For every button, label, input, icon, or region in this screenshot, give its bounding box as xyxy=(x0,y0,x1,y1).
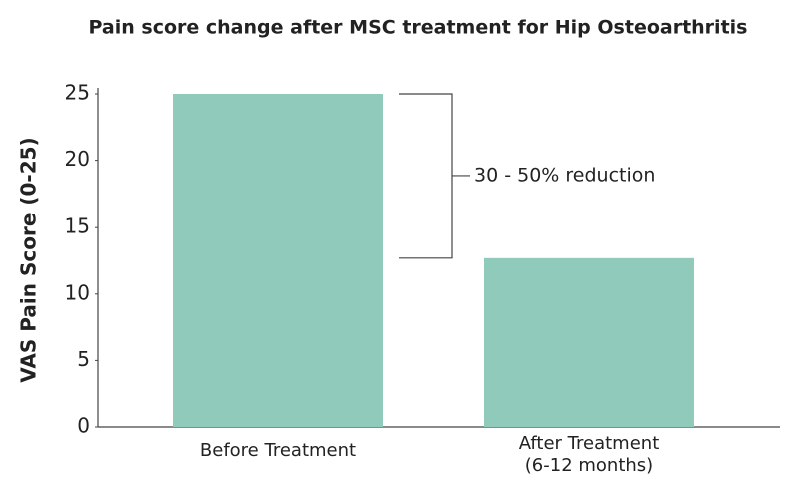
chart-title: Pain score change after MSC treatment fo… xyxy=(89,17,748,39)
y-tick-label: 15 xyxy=(65,214,90,238)
bar xyxy=(173,94,383,427)
y-axis-label: VAS Pain Score (0-25) xyxy=(17,137,41,382)
y-tick-label: 0 xyxy=(77,414,90,438)
y-tick-label: 10 xyxy=(65,280,90,304)
y-tick-label: 5 xyxy=(77,347,90,371)
x-tick-label: Before Treatment xyxy=(200,440,356,461)
y-tick-label: 25 xyxy=(65,81,90,105)
x-tick-label: After Treatment (6-12 months) xyxy=(519,433,660,476)
y-tick-label: 20 xyxy=(65,147,90,171)
bracket xyxy=(399,93,470,259)
bar xyxy=(484,257,694,427)
annotation: 30 - 50% reduction xyxy=(474,164,655,186)
